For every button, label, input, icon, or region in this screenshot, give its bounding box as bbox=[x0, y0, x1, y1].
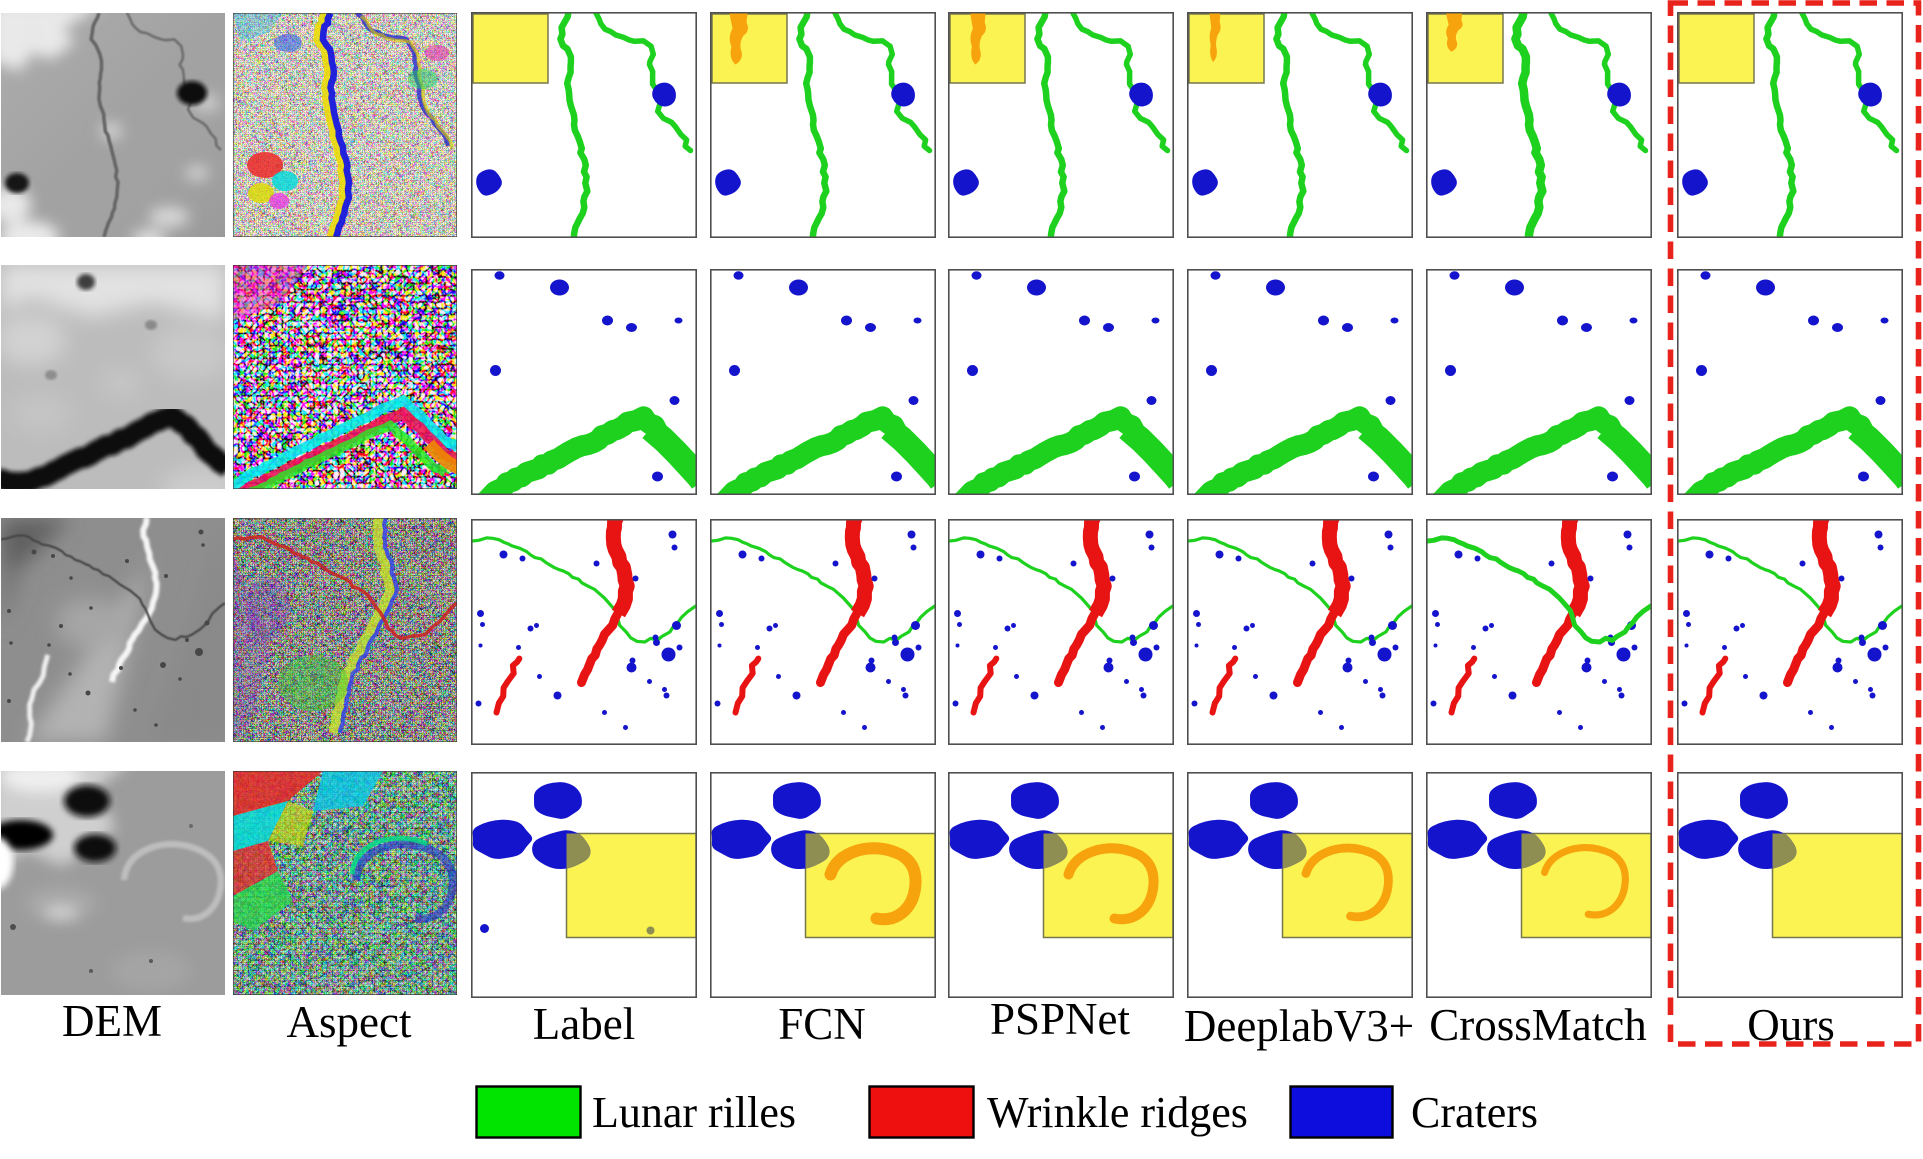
svg-text:Ours: Ours bbox=[1747, 1000, 1835, 1050]
svg-text:PSPNet: PSPNet bbox=[990, 994, 1131, 1044]
svg-text:FCN: FCN bbox=[778, 999, 866, 1049]
svg-text:Label: Label bbox=[533, 999, 635, 1049]
svg-text:Aspect: Aspect bbox=[287, 997, 412, 1047]
svg-text:DEM: DEM bbox=[62, 996, 162, 1046]
svg-text:Wrinkle ridges: Wrinkle ridges bbox=[987, 1088, 1248, 1137]
svg-text:DeeplabV3+: DeeplabV3+ bbox=[1184, 1001, 1414, 1051]
svg-text:Craters: Craters bbox=[1411, 1088, 1538, 1137]
svg-text:Lunar rilles: Lunar rilles bbox=[592, 1088, 796, 1137]
svg-text:CrossMatch: CrossMatch bbox=[1429, 1000, 1647, 1050]
